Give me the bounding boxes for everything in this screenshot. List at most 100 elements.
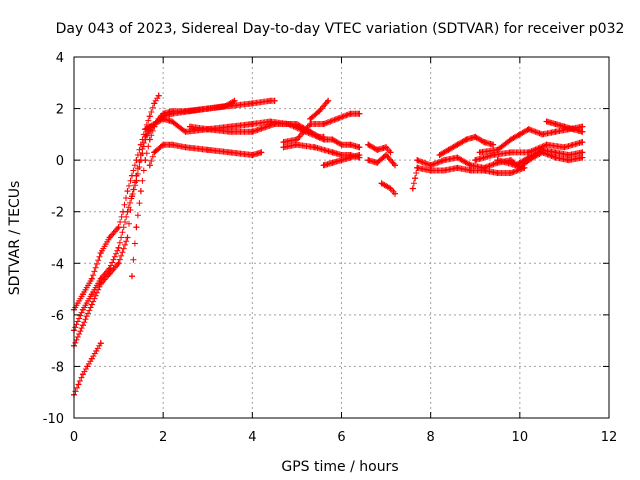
data-point (320, 162, 327, 169)
data-point (338, 157, 345, 164)
series-arc-5 (128, 97, 278, 280)
data-point (133, 224, 140, 231)
data-point (93, 347, 100, 354)
data-point (552, 128, 559, 135)
data-point (476, 149, 483, 156)
data-point (383, 144, 390, 151)
data-point (441, 157, 448, 164)
data-point (137, 188, 144, 195)
data-point (507, 170, 514, 177)
data-point (227, 128, 234, 135)
data-point (97, 280, 104, 287)
data-point (329, 159, 336, 166)
data-point (579, 149, 586, 156)
data-point (472, 133, 479, 140)
data-point (142, 133, 149, 140)
data-point (160, 141, 167, 148)
data-point (182, 108, 189, 115)
data-point (565, 151, 572, 158)
data-point (378, 180, 385, 187)
data-point (88, 291, 95, 298)
data-point (204, 146, 211, 153)
data-point (182, 144, 189, 151)
y-tick-label: -2 (51, 206, 64, 221)
data-point (445, 146, 452, 153)
data-point (249, 100, 256, 107)
data-point (115, 260, 122, 267)
series-arc-3 (71, 340, 104, 398)
series-marks (146, 141, 265, 169)
data-point (436, 151, 443, 158)
data-point (521, 164, 528, 171)
series-arc-9 (280, 110, 363, 146)
data-point (387, 149, 394, 156)
series-arc-17 (414, 149, 586, 171)
data-point (552, 154, 559, 161)
data-point (507, 149, 514, 156)
y-axis-label: SDTVAR / TECUs (7, 181, 23, 296)
data-point (280, 144, 287, 151)
data-point (124, 188, 131, 195)
data-point (307, 115, 314, 122)
series-arc-20 (472, 139, 586, 164)
data-point (311, 144, 318, 151)
data-point (512, 162, 519, 169)
data-point (227, 149, 234, 156)
data-point (227, 102, 234, 109)
data-point (539, 131, 546, 138)
data-point (494, 146, 501, 153)
data-point (160, 110, 167, 117)
series-marks (365, 141, 394, 156)
chart-title: Day 043 of 2023, Sidereal Day-to-day VTE… (56, 21, 625, 37)
data-point (347, 154, 354, 161)
data-point (392, 162, 398, 169)
data-point (151, 100, 158, 107)
data-point (249, 128, 256, 135)
data-point (579, 123, 586, 130)
x-tick-label: 8 (427, 430, 435, 445)
data-point (427, 167, 434, 174)
data-point (525, 126, 532, 133)
x-tick-label: 0 (70, 430, 78, 445)
series-arc-23 (543, 118, 586, 135)
data-point (338, 151, 345, 158)
data-point (285, 121, 291, 128)
data-point (543, 118, 550, 125)
x-axis-label: GPS time / hours (281, 459, 398, 475)
y-tick-label: -6 (51, 309, 64, 324)
data-point (325, 97, 332, 104)
series-arc-21 (494, 146, 586, 169)
data-point (106, 234, 113, 241)
data-point (365, 141, 372, 148)
y-tick-label: -4 (51, 257, 64, 272)
series-arc-12 (320, 151, 363, 169)
data-point (128, 193, 135, 200)
series-arc-8 (186, 118, 363, 151)
y-tick-label: 2 (56, 103, 64, 118)
data-point (271, 97, 278, 104)
data-point (186, 123, 193, 130)
data-marks (71, 92, 586, 398)
data-point (356, 110, 363, 117)
data-point (79, 371, 86, 378)
data-point (79, 291, 86, 298)
data-point (88, 301, 95, 308)
data-point (329, 136, 336, 143)
data-point (552, 149, 559, 156)
data-point (374, 146, 381, 153)
data-point (146, 136, 153, 143)
data-point (338, 141, 345, 148)
data-point (467, 167, 474, 174)
data-point (356, 144, 363, 151)
data-point (561, 144, 568, 151)
data-point (155, 92, 162, 99)
data-point (525, 149, 532, 156)
data-point (383, 182, 390, 189)
series-arc-13 (365, 141, 394, 156)
data-point (124, 234, 131, 241)
data-point (115, 244, 122, 251)
data-point (204, 126, 211, 133)
data-point (387, 185, 394, 192)
data-point (320, 121, 327, 128)
